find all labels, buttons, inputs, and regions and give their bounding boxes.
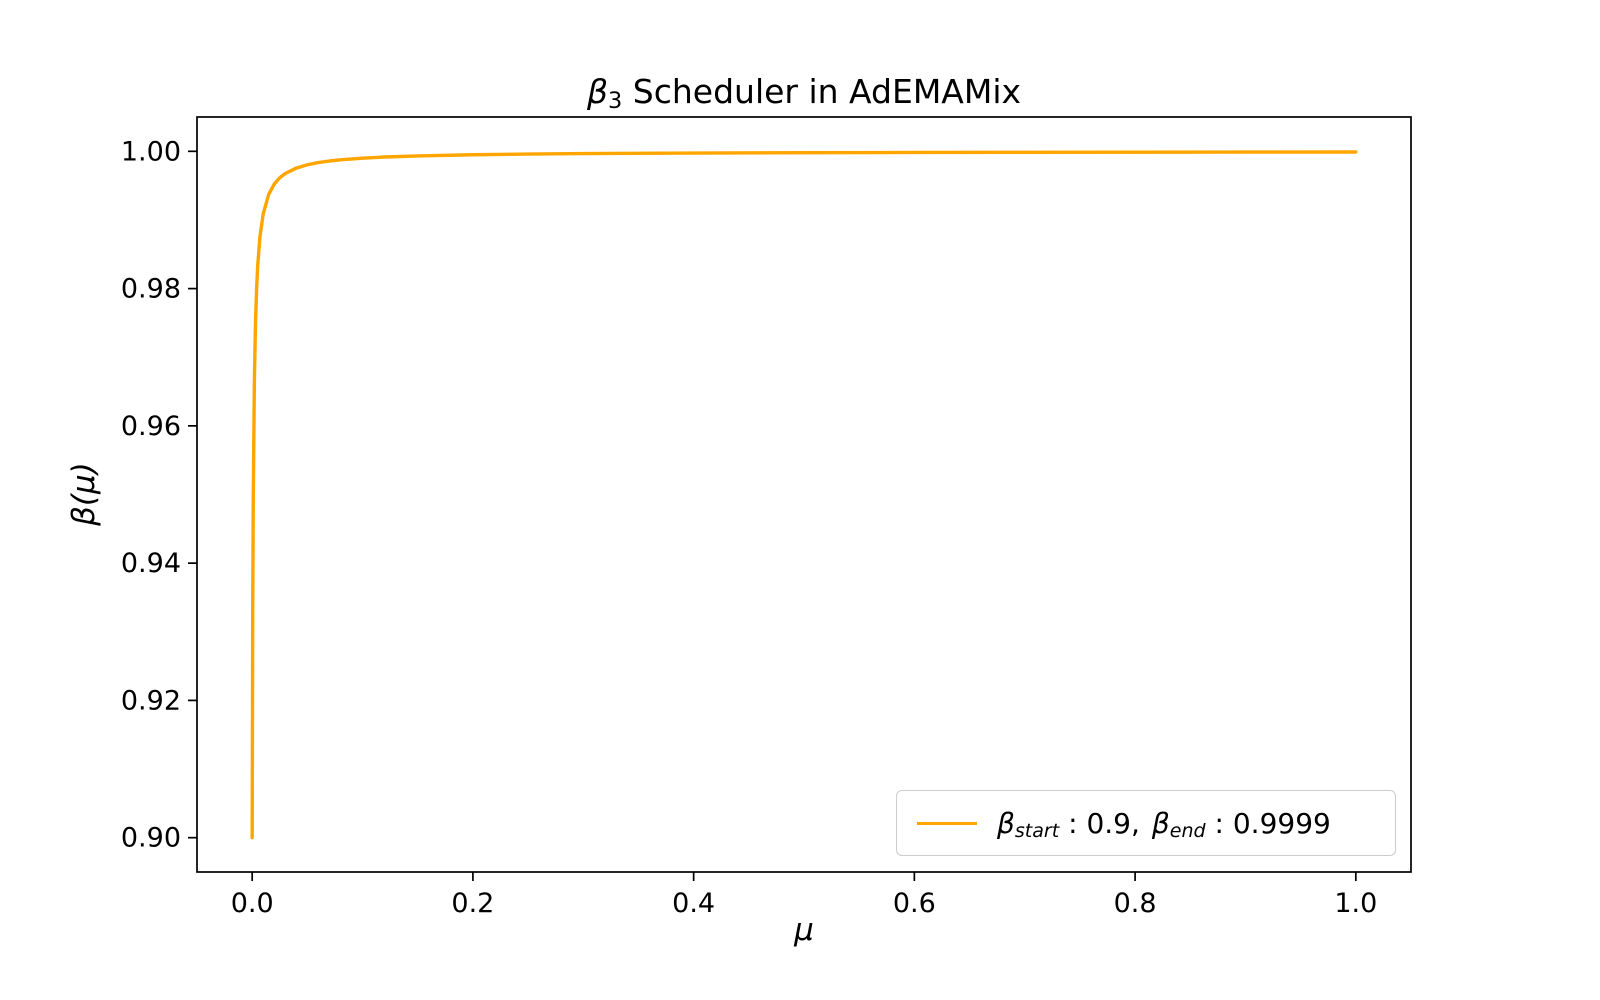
x-axis-label: μ: [794, 912, 814, 948]
title-text: Scheduler in AdEMAMix: [622, 72, 1022, 111]
legend-beta-end-subscript: end: [1169, 819, 1206, 842]
legend-label: βstart : 0.9, βend : 0.9999: [997, 806, 1331, 842]
axes-frame: [196, 116, 1412, 873]
x-tick-label: 0.4: [672, 888, 715, 919]
x-tick-label: 0.0: [231, 888, 274, 919]
x-tick-label: 0.8: [1114, 888, 1157, 919]
legend-beta-start-value: : 0.9,: [1068, 806, 1140, 840]
legend-beta-start-symbol: β: [997, 806, 1015, 840]
chart-title: β3 Scheduler in AdEMAMix: [197, 72, 1411, 114]
legend-beta-end-symbol: β: [1151, 806, 1170, 840]
x-tick-label: 0.2: [451, 888, 494, 919]
y-tick-label: 1.00: [121, 136, 181, 167]
scheduler-curve: [250, 150, 1358, 840]
y-axis-label: β(μ): [66, 462, 102, 526]
y-tick-label: 0.92: [121, 685, 181, 716]
x-tick-label: 0.6: [893, 888, 936, 919]
x-tick-label: 1.0: [1334, 888, 1377, 919]
title-beta-symbol: β: [586, 72, 608, 111]
legend-beta-end-value: : 0.9999: [1214, 806, 1331, 840]
y-tick-label: 0.98: [121, 274, 181, 305]
title-subscript: 3: [608, 87, 623, 114]
y-tick-label: 0.90: [121, 823, 181, 854]
legend-beta-start-subscript: start: [1014, 819, 1060, 842]
legend: βstart : 0.9, βend : 0.9999: [896, 790, 1396, 856]
legend-line-sample: [917, 821, 977, 825]
y-tick-label: 0.94: [121, 548, 181, 579]
y-tick-label: 0.96: [121, 411, 181, 442]
